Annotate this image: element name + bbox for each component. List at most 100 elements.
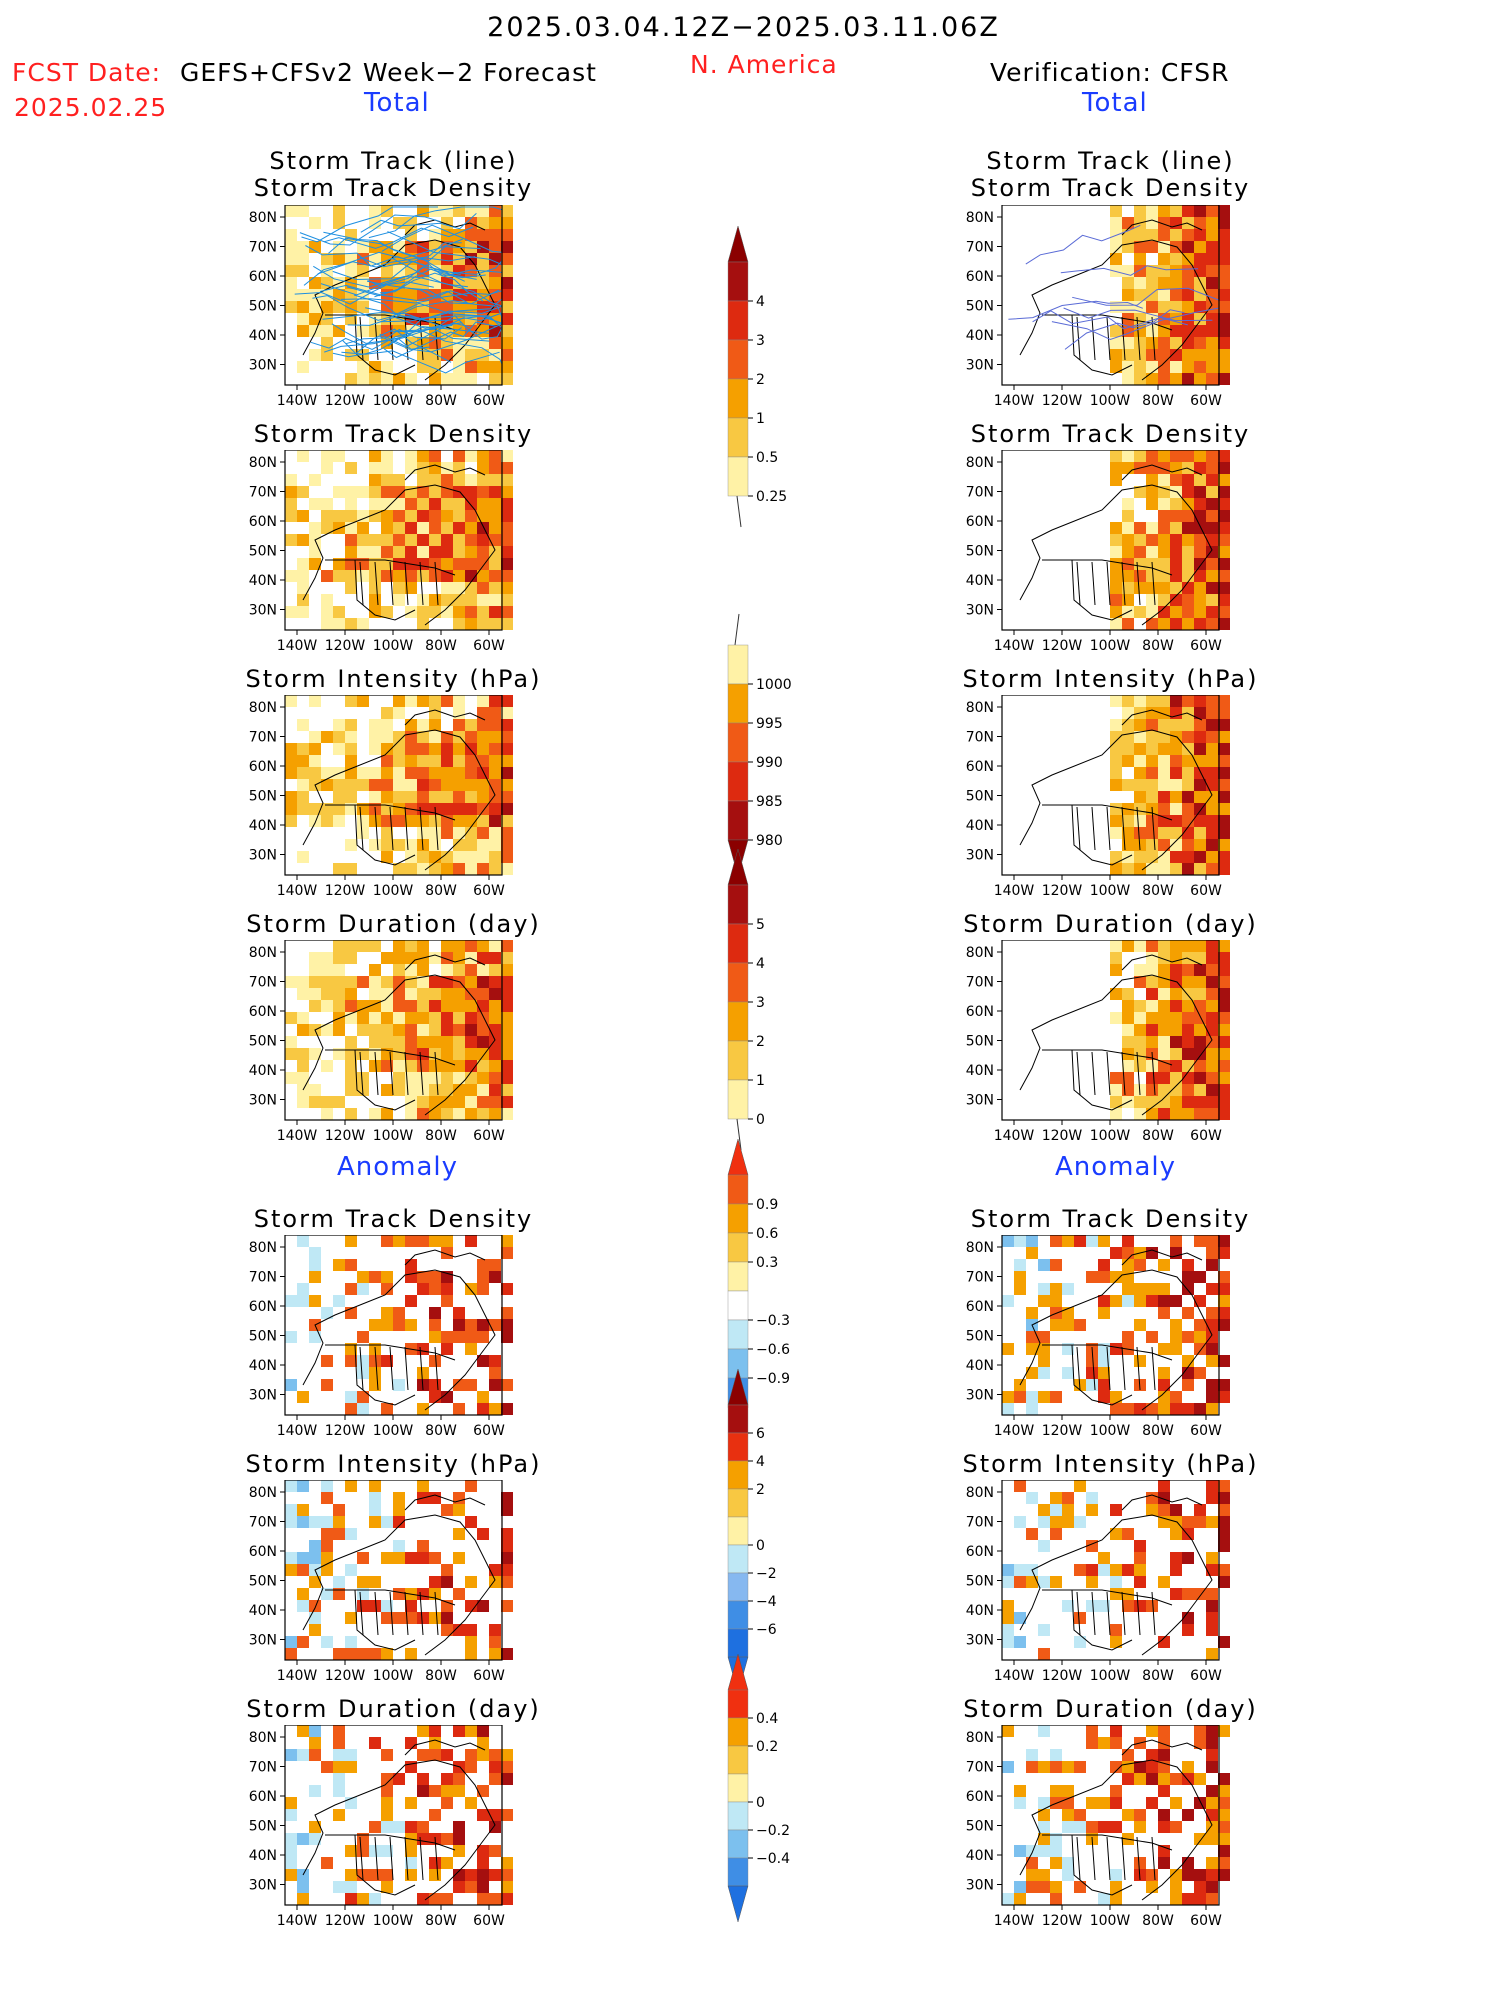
colorbar-segment bbox=[727, 1488, 749, 1518]
main-title: 2025.03.04.12Z−2025.03.11.06Z bbox=[487, 12, 1000, 43]
lon-tick-label: 60W bbox=[473, 1423, 505, 1439]
panel-title: Storm Track Density bbox=[253, 1205, 534, 1233]
colorbar-segment bbox=[727, 417, 749, 458]
lat-tick-label: 80N bbox=[966, 945, 994, 961]
colorbar-segment bbox=[727, 1203, 749, 1234]
lat-tick-label: 30N bbox=[249, 603, 277, 619]
colorbar-anom-duration: 0.4 0.2 0 −0.2 −0.4 bbox=[727, 1654, 790, 1923]
lat-tick-label: 60N bbox=[249, 1299, 277, 1315]
colorbar-segment bbox=[727, 1460, 749, 1490]
colorbar-label: 3 bbox=[756, 333, 765, 349]
lat-tick-label: 50N bbox=[249, 1819, 277, 1835]
lat-tick-label: 30N bbox=[966, 1093, 994, 1109]
lat-tick-label: 60N bbox=[249, 514, 277, 530]
lat-tick-label: 30N bbox=[966, 603, 994, 619]
colorbar-label: 2 bbox=[756, 1482, 765, 1498]
lat-tick-label: 80N bbox=[249, 700, 277, 716]
lon-tick-label: 100W bbox=[373, 1423, 414, 1439]
colorbar-segment bbox=[727, 923, 749, 964]
map-panel-f-density: Storm Track Density 80N 70N 60N 50N 40N 30N 140… bbox=[225, 420, 562, 720]
lat-tick-label: 30N bbox=[966, 358, 994, 374]
panel-title: Storm Duration (day) bbox=[963, 1695, 1258, 1723]
lon-tick-label: 120W bbox=[325, 1913, 366, 1929]
lat-tick-label: 70N bbox=[966, 485, 994, 501]
lat-tick-label: 30N bbox=[249, 1093, 277, 1109]
lon-tick-label: 100W bbox=[1090, 1128, 1131, 1144]
lon-tick-label: 120W bbox=[1042, 1668, 1083, 1684]
colorbar-segment bbox=[727, 1801, 749, 1831]
lon-tick-label: 140W bbox=[277, 1913, 318, 1929]
verification-total-label: Total bbox=[1082, 88, 1148, 118]
map-v-track: 80N 70N 60N 50N 40N 30N 140W 120W 100W 80W 60W bbox=[966, 205, 1230, 409]
lat-tick-label: 80N bbox=[966, 1730, 994, 1746]
map-panel-v-track: Storm Track (line)Storm Track Density (s… bbox=[942, 147, 1279, 475]
lon-tick-label: 60W bbox=[473, 883, 505, 899]
lat-tick-label: 70N bbox=[966, 240, 994, 256]
colorbar-label: 3 bbox=[756, 995, 765, 1011]
lon-tick-label: 120W bbox=[1042, 1128, 1083, 1144]
lat-tick-label: 80N bbox=[966, 1485, 994, 1501]
panel-title: Storm Track (line) bbox=[269, 147, 518, 175]
lon-tick-label: 100W bbox=[373, 393, 414, 409]
lat-tick-label: 40N bbox=[966, 1603, 994, 1619]
coastline bbox=[302, 709, 496, 871]
panel-title: Storm Intensity (hPa) bbox=[245, 665, 542, 693]
lat-tick-label: 30N bbox=[966, 848, 994, 864]
lat-tick-label: 70N bbox=[249, 1270, 277, 1286]
storm-tracks bbox=[1008, 224, 1220, 350]
lat-tick-label: 50N bbox=[249, 544, 277, 560]
colorbar-label: 0.25 bbox=[756, 489, 787, 505]
lon-tick-label: 120W bbox=[1042, 638, 1083, 654]
lat-tick-label: 40N bbox=[966, 328, 994, 344]
panel-title: Storm Track Density bbox=[253, 420, 534, 448]
lon-tick-label: 120W bbox=[325, 1423, 366, 1439]
lat-tick-label: 70N bbox=[966, 1760, 994, 1776]
colorbar-segment bbox=[727, 1432, 749, 1462]
lon-tick-label: 60W bbox=[1190, 638, 1222, 654]
lat-tick-label: 50N bbox=[249, 1034, 277, 1050]
lon-tick-label: 80W bbox=[1142, 638, 1174, 654]
colorbar-top-arrow bbox=[727, 226, 749, 263]
forecast-anomaly-label: Anomaly bbox=[337, 1152, 459, 1182]
map-panel-v-duration: Storm Duration (day) 80N 70N 60N 50N 40N 30N 14… bbox=[942, 910, 1279, 1210]
colorbar-label: 0 bbox=[756, 1538, 765, 1554]
coastline bbox=[1019, 464, 1213, 626]
colorbar-label: −0.9 bbox=[756, 1371, 790, 1387]
verification-label: Verification: CFSR bbox=[990, 58, 1230, 87]
map-f-intensity: 80N 70N 60N 50N 40N 30N 140W 120W 100W 80W 60W bbox=[249, 695, 513, 899]
map-f-anom-duration: 80N 70N 60N 50N 40N 30N 140W 120W 100W 80W 60W bbox=[249, 1725, 513, 1929]
lat-tick-label: 30N bbox=[249, 1878, 277, 1894]
lon-tick-label: 100W bbox=[373, 638, 414, 654]
lat-tick-label: 40N bbox=[249, 1848, 277, 1864]
map-shading bbox=[1002, 1480, 1230, 1660]
lat-tick-label: 30N bbox=[249, 1388, 277, 1404]
panel-title: Storm Intensity (hPa) bbox=[962, 665, 1259, 693]
lon-tick-label: 140W bbox=[994, 393, 1035, 409]
lat-tick-label: 60N bbox=[249, 1544, 277, 1560]
colorbar-segment bbox=[727, 339, 749, 380]
verification-anomaly-label: Anomaly bbox=[1055, 1152, 1177, 1182]
colorbar-label: 2 bbox=[756, 372, 765, 388]
colorbar-label: 0.6 bbox=[756, 1226, 778, 1242]
lon-tick-label: 140W bbox=[994, 638, 1035, 654]
lon-tick-label: 100W bbox=[1090, 393, 1131, 409]
panel-title: Storm Duration (day) bbox=[963, 910, 1258, 938]
fcst-model: GEFS+CFSv2 Week−2 Forecast bbox=[180, 58, 597, 87]
colorbar-segment bbox=[727, 1261, 749, 1292]
lon-tick-label: 60W bbox=[1190, 1913, 1222, 1929]
map-shading bbox=[285, 1480, 513, 1660]
colorbar-label: 0.4 bbox=[756, 1711, 778, 1727]
map-f-density: 80N 70N 60N 50N 40N 30N 140W 120W 100W 80W 60W bbox=[249, 450, 513, 654]
map-panel-f-intensity: Storm Intensity (hPa) 80N 70N 60N 50N 40N 30N 1… bbox=[225, 665, 562, 965]
lat-tick-label: 80N bbox=[249, 210, 277, 226]
lat-tick-label: 40N bbox=[966, 573, 994, 589]
lat-tick-label: 80N bbox=[966, 1240, 994, 1256]
lat-tick-label: 60N bbox=[966, 759, 994, 775]
lon-tick-label: 100W bbox=[373, 1913, 414, 1929]
colorbar-segment bbox=[727, 1544, 749, 1574]
colorbar-label: −0.3 bbox=[756, 1313, 790, 1329]
lon-tick-label: 140W bbox=[277, 883, 318, 899]
map-shading bbox=[1110, 695, 1230, 875]
colorbar-top-arrow bbox=[727, 1654, 749, 1691]
lat-tick-label: 70N bbox=[966, 975, 994, 991]
